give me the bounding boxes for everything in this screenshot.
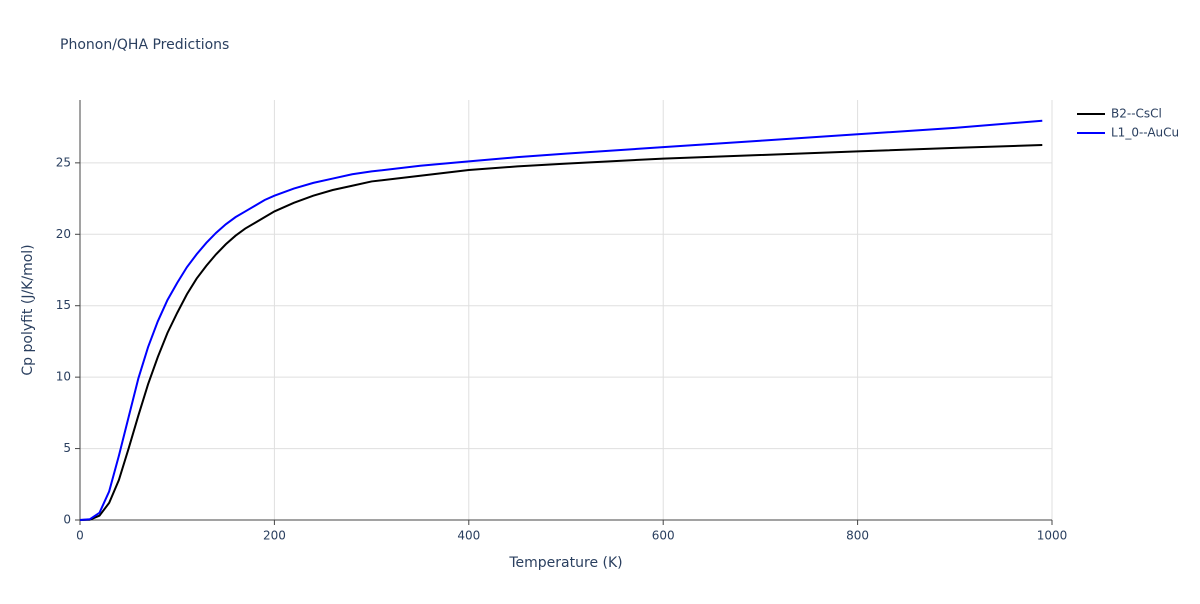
legend-label: B2--CsCl: [1111, 107, 1162, 121]
x-tick-label: 0: [76, 529, 84, 543]
y-tick-label: 25: [56, 155, 71, 169]
series-line: [79, 119, 1043, 521]
x-tick-label: 1000: [1037, 529, 1068, 543]
y-tick-label: 15: [56, 298, 71, 312]
y-axis-label: Cp polyfit (J/K/mol): [20, 244, 36, 375]
y-tick-label: 0: [63, 513, 71, 527]
legend-label: L1_0--AuCu: [1111, 126, 1179, 140]
x-tick-label: 800: [846, 529, 869, 543]
x-axis-label: Temperature (K): [508, 555, 622, 571]
x-tick-label: 200: [263, 529, 286, 543]
chart-title: Phonon/QHA Predictions: [60, 37, 229, 53]
y-tick-label: 20: [56, 227, 71, 241]
series-line: [79, 144, 1043, 521]
y-tick-label: 10: [56, 370, 71, 384]
x-tick-label: 400: [457, 529, 480, 543]
x-tick-label: 600: [652, 529, 675, 543]
y-tick-label: 5: [63, 441, 71, 455]
